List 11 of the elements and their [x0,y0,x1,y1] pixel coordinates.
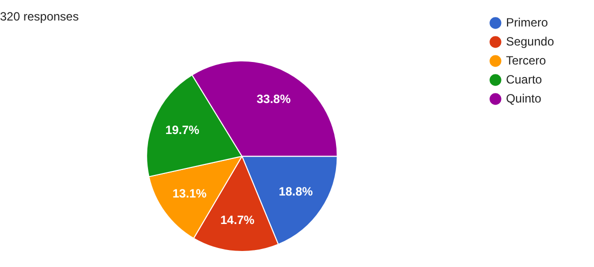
data-label: 19.7% [165,123,200,138]
legend-label: Segundo [506,34,554,48]
data-label: 14.7% [220,213,255,228]
legend-label: Tercero [506,53,546,68]
data-label: 18.8% [278,184,314,199]
data-label: 33.8% [256,92,291,106]
text: 320 responses [0,10,79,24]
legend-label: Primero [506,15,548,30]
legend-label: Quinto [506,91,542,106]
data-label: 13.1% [172,186,207,201]
legend-label: Cuarto [506,72,542,86]
